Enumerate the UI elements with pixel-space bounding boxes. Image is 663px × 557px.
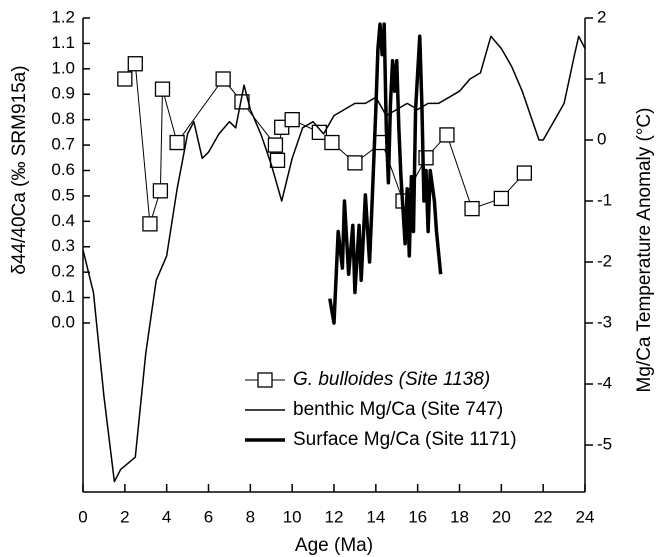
y-tick-label: 0.4 — [51, 211, 75, 230]
y-tick-label: 1.0 — [51, 58, 75, 77]
y-tick-label: 0.8 — [51, 109, 75, 128]
x-tick-label: 10 — [283, 507, 302, 526]
x-tick-label: 0 — [78, 507, 87, 526]
y-axis-label: δ44/40Ca (‰ SRM915a) — [9, 65, 30, 274]
y2-tick-label: -3 — [597, 313, 612, 332]
series-line — [328, 22, 443, 325]
marker — [169, 134, 185, 151]
marker — [493, 190, 509, 207]
y-tick-label: 0.3 — [51, 236, 75, 255]
marker — [127, 56, 143, 72]
marker — [516, 165, 532, 181]
y-tick-label: 0.0 — [51, 312, 75, 331]
legend-box — [230, 362, 582, 462]
y-tick-label: 0.9 — [51, 84, 75, 103]
marker — [418, 150, 434, 166]
x-axis-label: Age (Ma) — [295, 535, 373, 556]
y-tick-label: 0.5 — [51, 185, 75, 204]
y2-tick-label: -1 — [597, 190, 612, 209]
y-tick-label: 0.2 — [51, 262, 75, 281]
y2-axis-label: Mg/Ca Temperature Anomaly (°C) — [634, 108, 655, 393]
x-tick-label: 6 — [204, 507, 213, 526]
marker — [267, 137, 284, 153]
marker — [142, 216, 158, 232]
series-line — [82, 35, 586, 483]
x-tick-label: 4 — [162, 507, 171, 526]
x-tick-label: 8 — [246, 507, 255, 526]
y-tick-label: 1.1 — [51, 33, 75, 52]
marker — [464, 200, 480, 217]
y2-tick-label: -2 — [597, 251, 612, 270]
x-tick-label: 2 — [120, 507, 129, 526]
legend-marker — [257, 372, 273, 388]
x-tick-label: 24 — [576, 507, 595, 526]
x-tick-label: 20 — [492, 507, 511, 526]
x-tick-label: 18 — [450, 507, 469, 526]
x-tick-label: 16 — [408, 507, 427, 526]
y2-tick-label: 2 — [597, 7, 606, 26]
x-tick-label: 14 — [366, 507, 385, 526]
marker — [439, 127, 455, 143]
y2-tick-label: 1 — [597, 68, 606, 87]
marker — [347, 155, 363, 171]
y2-tick-label: -4 — [597, 374, 612, 393]
marker — [152, 183, 169, 199]
x-tick-label: 12 — [325, 507, 344, 526]
y-tick-label: 0.6 — [51, 160, 75, 179]
y-tick-label: 1.2 — [51, 7, 75, 26]
y-tick-label: 0.7 — [51, 135, 75, 154]
marker — [284, 112, 300, 128]
marker — [311, 124, 328, 141]
y2-tick-label: 0 — [597, 129, 606, 148]
marker — [117, 71, 133, 87]
marker — [154, 81, 171, 97]
x-tick-label: 22 — [534, 507, 553, 526]
legend-label: benthic Mg/Ca (Site 747) — [293, 399, 503, 420]
legend-label: Surface Mg/Ca (Site 1171) — [293, 429, 517, 450]
marker — [215, 71, 231, 87]
marker — [324, 134, 340, 151]
legend-label: G. bulloides (Site 1138) — [293, 369, 490, 390]
marker — [269, 152, 286, 168]
y-tick-label: 0.1 — [51, 287, 75, 306]
y2-tick-label: -5 — [597, 435, 612, 454]
